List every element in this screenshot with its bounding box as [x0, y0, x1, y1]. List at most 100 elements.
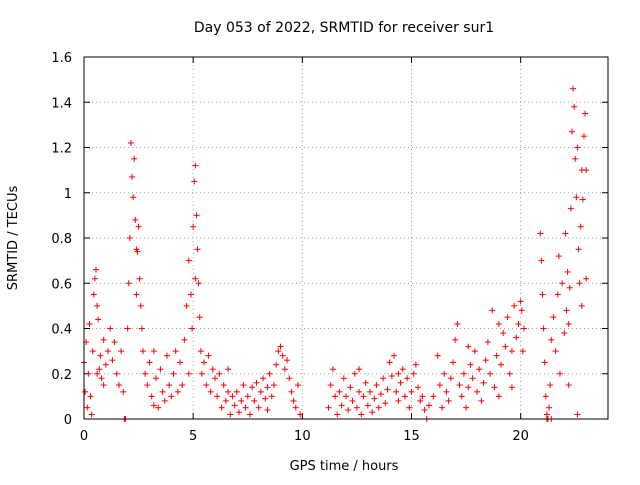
data-point: [89, 348, 96, 355]
data-point: [170, 370, 177, 377]
data-point: [353, 404, 360, 411]
data-point: [150, 402, 157, 409]
data-point: [578, 302, 585, 309]
data-point: [134, 248, 141, 255]
grid-lines: [84, 57, 608, 419]
data-point: [386, 359, 393, 366]
data-point: [542, 393, 549, 400]
data-point: [565, 382, 572, 389]
data-point: [192, 162, 199, 169]
data-point: [580, 133, 587, 140]
data-point: [242, 404, 249, 411]
data-point: [515, 320, 522, 327]
data-point: [495, 393, 502, 400]
data-point: [138, 325, 145, 332]
data-point: [203, 382, 210, 389]
data-point: [388, 373, 395, 380]
data-point: [582, 110, 589, 117]
data-point: [190, 223, 197, 230]
data-point: [148, 393, 155, 400]
data-point: [185, 370, 192, 377]
data-point: [399, 366, 406, 373]
data-point: [264, 406, 271, 413]
data-point: [538, 257, 545, 264]
data-point: [136, 275, 143, 282]
data-point: [290, 397, 297, 404]
data-point: [268, 393, 275, 400]
data-point: [109, 357, 116, 364]
data-point: [244, 393, 251, 400]
data-point: [87, 393, 94, 400]
data-point: [98, 375, 105, 382]
data-point: [225, 388, 232, 395]
data-point: [115, 382, 122, 389]
data-point: [419, 393, 426, 400]
data-point: [205, 352, 212, 359]
data-point: [260, 375, 267, 382]
data-point: [327, 382, 334, 389]
data-point: [574, 411, 581, 418]
data-point: [572, 155, 579, 162]
data-point: [198, 370, 205, 377]
data-point: [556, 370, 563, 377]
data-point: [150, 348, 157, 355]
data-point: [266, 370, 273, 377]
data-point: [367, 388, 374, 395]
data-point: [519, 348, 526, 355]
data-point: [546, 404, 553, 411]
data-point: [476, 366, 483, 373]
data-point: [436, 382, 443, 389]
data-point: [487, 370, 494, 377]
data-point: [139, 348, 146, 355]
data-point: [212, 375, 218, 382]
data-point: [96, 366, 103, 373]
data-point: [135, 223, 142, 230]
x-tick-label: 10: [294, 429, 311, 444]
data-point: [195, 280, 202, 287]
data-point: [146, 359, 153, 366]
data-point: [562, 230, 569, 237]
data-point: [369, 409, 376, 416]
data-point: [498, 361, 505, 368]
data-point: [161, 397, 168, 404]
data-point: [227, 411, 234, 418]
data-point: [463, 404, 470, 411]
data-point: [489, 307, 496, 314]
y-tick-label: 0.6: [51, 277, 72, 292]
data-point: [207, 388, 214, 395]
data-point: [465, 343, 472, 350]
data-point: [391, 352, 398, 359]
chart-title: Day 053 of 2022, SRMTID for receiver sur…: [194, 20, 494, 36]
data-point: [166, 382, 173, 389]
data-point: [82, 388, 89, 395]
data-point: [380, 375, 387, 382]
data-point: [222, 397, 229, 404]
data-point: [168, 393, 175, 400]
data-point: [94, 370, 101, 377]
data-point: [197, 348, 204, 355]
data-point: [340, 375, 347, 382]
data-point: [191, 178, 198, 185]
x-axis-label: GPS time / hours: [290, 459, 399, 474]
data-point: [174, 388, 181, 395]
data-point: [430, 393, 437, 400]
data-point: [257, 388, 264, 395]
data-point: [408, 388, 415, 395]
data-point: [179, 382, 186, 389]
y-tick-label: 0: [64, 413, 72, 428]
data-point: [220, 382, 227, 389]
data-point: [240, 382, 247, 389]
data-point: [456, 382, 463, 389]
data-point: [133, 291, 140, 298]
data-point: [229, 393, 236, 400]
data-point: [214, 393, 221, 400]
axis-ticks: 0 5 10 15 20 0 0.2 0.4 0.6 0.8 1 1.2 1.4 1.6: [51, 51, 608, 444]
data-point: [292, 404, 299, 411]
data-point: [132, 216, 139, 223]
y-tick-label: 0.4: [51, 323, 72, 338]
data-point: [469, 375, 476, 382]
data-point: [325, 404, 332, 411]
data-point: [491, 384, 498, 391]
